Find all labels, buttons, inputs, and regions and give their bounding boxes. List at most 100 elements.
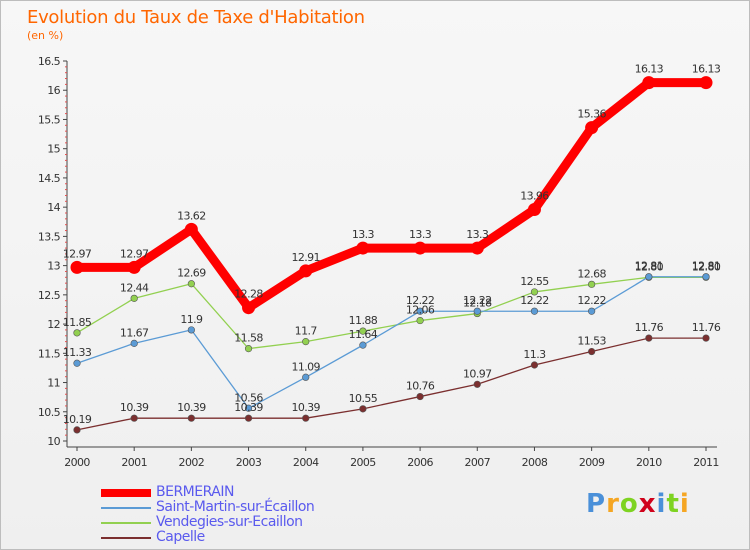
data-point <box>73 329 81 337</box>
data-point <box>530 288 539 296</box>
legend-label: BERMERAIN <box>156 484 234 500</box>
data-label: 12.97 <box>120 247 149 260</box>
data-label: 10.39 <box>120 401 149 414</box>
data-label: 11.85 <box>63 316 92 329</box>
data-point <box>416 307 424 315</box>
data-label: 12.28 <box>234 288 263 301</box>
data-label: 12.69 <box>177 267 206 280</box>
legend-swatch <box>101 489 151 497</box>
legend-swatch <box>101 537 151 539</box>
x-tick-label: 2008 <box>522 456 548 469</box>
data-label: 10.39 <box>234 401 263 414</box>
data-label: 13.62 <box>177 209 206 222</box>
data-point <box>187 326 195 334</box>
data-point <box>588 280 596 288</box>
data-point <box>244 404 253 412</box>
y-tick-label: 15.5 <box>38 113 61 126</box>
logo-letter: i <box>656 489 667 519</box>
chart-subtitle: (en %) <box>27 29 64 42</box>
x-tick-label: 2010 <box>636 456 662 469</box>
data-point <box>73 359 81 367</box>
data-label: 11.09 <box>291 360 320 373</box>
data-label: 12.81 <box>635 260 664 273</box>
series-line <box>76 276 707 350</box>
data-label: 15.36 <box>577 108 606 121</box>
data-point <box>699 76 713 90</box>
data-label: 11.88 <box>349 314 378 327</box>
data-point <box>416 392 424 401</box>
data-label: 11.58 <box>234 332 263 345</box>
x-tick-label: 2000 <box>64 456 90 469</box>
y-tick-label: 14 <box>47 201 60 214</box>
data-label: 11.33 <box>63 346 92 359</box>
y-tick-label: 12 <box>47 318 60 331</box>
data-point <box>244 414 253 422</box>
data-label: 12.22 <box>463 294 492 307</box>
x-tick-label: 2011 <box>693 456 719 469</box>
data-point <box>73 426 81 434</box>
data-label: 13.3 <box>352 228 375 241</box>
data-label: 10.19 <box>63 413 92 426</box>
data-point <box>356 241 370 255</box>
x-tick-label: 2005 <box>350 456 376 469</box>
logo-letter: r <box>606 489 620 519</box>
data-point <box>645 334 653 342</box>
data-label: 12.18 <box>463 297 492 310</box>
data-point <box>187 280 195 288</box>
data-label: 10.76 <box>406 380 435 393</box>
data-point <box>527 202 541 216</box>
data-label: 10.55 <box>349 392 378 405</box>
data-point <box>130 294 138 302</box>
logo-letter: i <box>679 489 690 519</box>
data-point <box>702 273 710 281</box>
y-tick-label: 10 <box>47 435 60 448</box>
data-label: 10.39 <box>177 401 206 414</box>
data-label: 16.13 <box>692 63 721 76</box>
data-label: 11.76 <box>692 321 721 334</box>
data-label: 13.96 <box>520 189 549 202</box>
y-tick-label: 16 <box>47 84 60 97</box>
x-tick-label: 2006 <box>407 456 433 469</box>
legend-label: Vendegies-sur-Ecaillon <box>156 514 303 530</box>
data-point <box>470 241 484 255</box>
y-tick-label: 12.5 <box>38 289 61 302</box>
data-point <box>244 345 253 353</box>
data-point <box>588 347 596 356</box>
legend-swatch <box>101 522 151 524</box>
data-label: 12.22 <box>406 294 435 307</box>
data-label: 11.3 <box>523 348 546 361</box>
data-point <box>302 338 310 346</box>
data-point <box>127 260 141 274</box>
data-point <box>588 307 596 315</box>
data-label: 12.80 <box>635 260 664 273</box>
data-point <box>416 316 424 325</box>
series-line <box>72 78 711 313</box>
data-label: 12.55 <box>520 275 549 288</box>
data-point <box>642 76 656 90</box>
data-label: 10.56 <box>234 391 263 404</box>
y-tick-label: 13 <box>47 260 60 273</box>
x-tick-label: 2001 <box>121 456 147 469</box>
data-label: 11.53 <box>577 335 606 348</box>
x-tick-label: 2004 <box>293 456 319 469</box>
legend-swatch <box>101 507 151 509</box>
proxiti-logo: Proxiti <box>586 489 690 519</box>
data-label: 10.39 <box>291 401 320 414</box>
data-label: 16.13 <box>635 63 664 76</box>
y-tick-label: 15 <box>47 143 60 156</box>
y-tick-label: 16.5 <box>38 55 61 68</box>
data-point <box>184 222 198 236</box>
data-point <box>302 373 310 381</box>
y-tick-label: 14.5 <box>38 172 61 185</box>
series-line <box>76 276 707 409</box>
x-tick-label: 2009 <box>579 456 605 469</box>
data-point <box>530 307 539 315</box>
y-tick-label: 11 <box>47 377 60 390</box>
series-line <box>76 337 707 431</box>
legend-label: Saint-Martin-sur-Écaillon <box>156 499 315 515</box>
y-tick-label: 11.5 <box>38 347 61 360</box>
data-point <box>530 361 539 369</box>
data-point <box>473 307 481 315</box>
chart-title: Evolution du Taux de Taxe d'Habitation <box>27 7 365 28</box>
